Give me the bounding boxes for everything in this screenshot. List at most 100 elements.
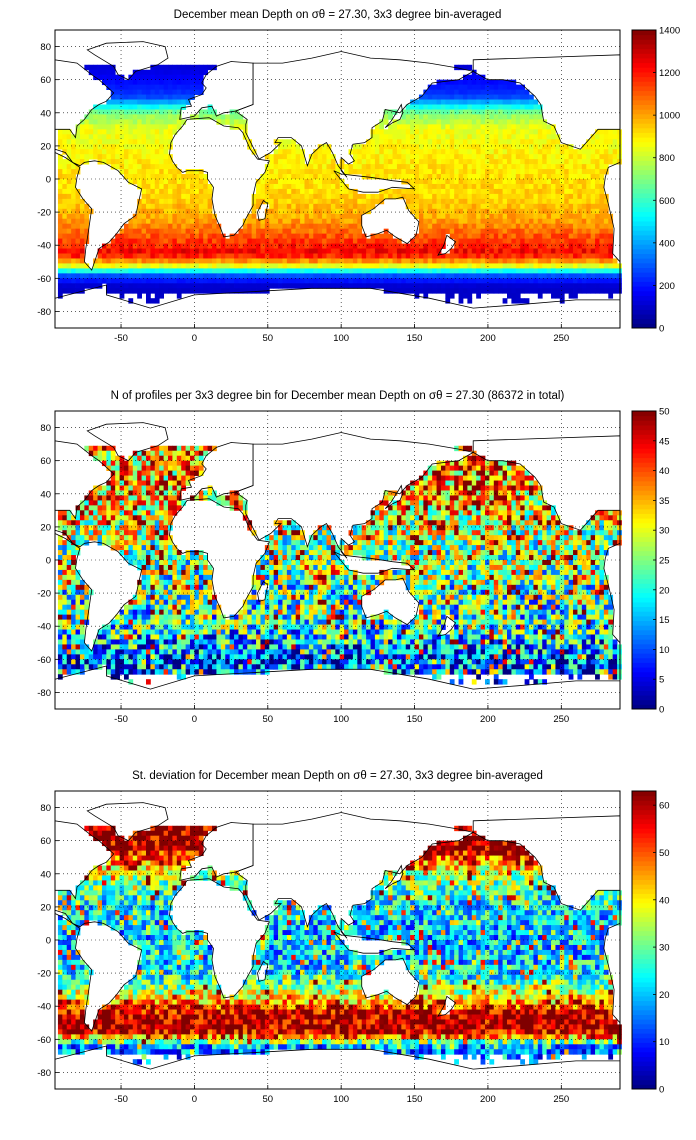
heatmap-cell	[590, 243, 596, 249]
heatmap-cell	[396, 278, 402, 284]
heatmap-cell	[137, 288, 142, 294]
heatmap-cell	[278, 169, 283, 175]
heatmap-cell	[145, 159, 151, 165]
heatmap-cell	[454, 109, 459, 115]
heatmap-cell	[537, 228, 543, 235]
heatmap-cell	[163, 144, 169, 150]
heatmap-cell	[176, 193, 182, 200]
heatmap-cell	[454, 273, 459, 279]
heatmap-cell	[374, 193, 380, 200]
heatmap-cell	[551, 218, 556, 225]
heatmap-cell	[291, 188, 297, 195]
heatmap-cell	[163, 89, 169, 95]
heatmap-cell	[462, 278, 468, 284]
heatmap-cell	[467, 89, 473, 95]
heatmap-cell	[110, 243, 116, 249]
heatmap-cell	[608, 268, 614, 274]
heatmap-cell	[599, 223, 605, 230]
heatmap-cell	[163, 69, 169, 76]
heatmap-cell	[581, 164, 587, 170]
heatmap-cell	[330, 174, 336, 180]
heatmap-cell	[542, 124, 548, 130]
heatmap-cell	[229, 119, 235, 125]
heatmap-cell	[440, 169, 446, 175]
heatmap-cell	[282, 169, 288, 175]
heatmap-cell	[251, 278, 257, 284]
heatmap-cell	[264, 188, 270, 195]
heatmap-cell	[141, 470, 147, 476]
heatmap-cell	[119, 79, 125, 86]
heatmap-cell	[454, 159, 459, 165]
heatmap-cell	[326, 213, 332, 220]
heatmap-cell	[344, 169, 349, 175]
heatmap-cell	[603, 253, 609, 259]
heatmap-cell	[282, 253, 288, 259]
heatmap-cell	[476, 139, 481, 145]
heatmap-cell	[291, 193, 297, 200]
heatmap-cell	[198, 470, 204, 476]
heatmap-cell	[163, 510, 169, 516]
heatmap-cell	[370, 198, 376, 205]
heatmap-cell	[440, 114, 446, 120]
heatmap-cell	[269, 258, 275, 264]
heatmap-cell	[423, 505, 429, 511]
heatmap-cell	[427, 268, 433, 274]
heatmap-cell	[423, 179, 429, 185]
grid	[55, 30, 620, 328]
heatmap-cell	[484, 288, 490, 294]
colorbar-segment	[632, 174, 656, 180]
heatmap-cell	[207, 283, 213, 289]
heatmap-cell	[595, 179, 600, 185]
heatmap-cell	[93, 119, 98, 125]
heatmap-cell	[335, 238, 341, 244]
heatmap-cell	[300, 208, 305, 215]
heatmap-cell	[366, 149, 371, 155]
heatmap-cell	[520, 129, 526, 135]
heatmap-cell	[529, 273, 534, 279]
heatmap-cell	[137, 203, 142, 210]
heatmap-cell	[119, 288, 125, 294]
heatmap-cell	[242, 238, 248, 244]
heatmap-cell	[57, 174, 63, 180]
heatmap-cell	[71, 193, 76, 200]
heatmap-cell	[194, 169, 200, 175]
heatmap-cell	[458, 263, 464, 269]
heatmap-cell	[410, 139, 415, 145]
heatmap-cell	[410, 159, 415, 165]
heatmap-cell	[190, 174, 195, 180]
heatmap-cell	[489, 79, 495, 86]
heatmap-cell	[515, 480, 521, 486]
heatmap-cell	[423, 169, 429, 175]
heatmap-cell	[586, 253, 592, 259]
heatmap-cell	[440, 213, 446, 220]
heatmap-cell	[484, 273, 490, 279]
heatmap-cell	[110, 94, 116, 100]
heatmap-cell	[185, 169, 191, 175]
heatmap-cell	[145, 258, 151, 264]
heatmap-cell	[357, 144, 363, 150]
heatmap-cell	[79, 248, 85, 254]
heatmap-cell	[366, 159, 371, 165]
heatmap-cell	[132, 480, 138, 486]
heatmap-cell	[608, 139, 614, 145]
heatmap-cell	[410, 129, 415, 135]
panel-2: N of profiles per 3x3 degree bin for Dec…	[37, 390, 669, 725]
heatmap-cell	[586, 268, 592, 274]
heatmap-cell	[242, 243, 248, 249]
heatmap-cell	[489, 193, 495, 200]
heatmap-cell	[150, 238, 156, 244]
heatmap-cell	[106, 450, 112, 457]
heatmap-cell	[551, 248, 556, 254]
heatmap-cell	[326, 233, 332, 239]
heatmap-cell	[432, 283, 437, 289]
heatmap-cell	[119, 243, 125, 249]
heatmap-cell	[423, 268, 429, 274]
heatmap-cell	[418, 480, 424, 486]
heatmap-cell	[559, 164, 565, 170]
heatmap-cell	[529, 208, 534, 215]
heatmap-cell	[590, 179, 596, 185]
heatmap-cell	[432, 89, 437, 95]
heatmap-cell	[537, 164, 543, 170]
heatmap-cell	[432, 495, 437, 501]
heatmap-cell	[423, 109, 429, 115]
